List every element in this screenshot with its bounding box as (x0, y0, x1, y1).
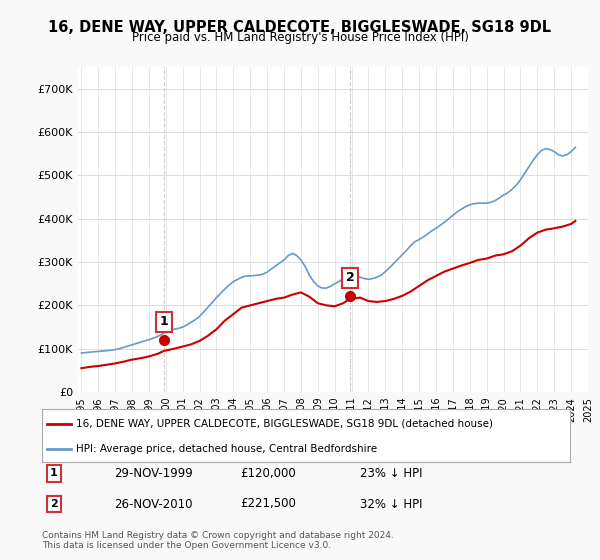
Text: HPI: Average price, detached house, Central Bedfordshire: HPI: Average price, detached house, Cent… (76, 444, 377, 454)
Text: 2: 2 (346, 272, 354, 284)
Text: 26-NOV-2010: 26-NOV-2010 (114, 497, 193, 511)
Text: £221,500: £221,500 (240, 497, 296, 511)
Text: 1: 1 (50, 468, 58, 478)
Text: 29-NOV-1999: 29-NOV-1999 (114, 466, 193, 480)
Text: 1: 1 (160, 315, 169, 328)
Text: 2: 2 (50, 499, 58, 509)
Text: Contains HM Land Registry data © Crown copyright and database right 2024.
This d: Contains HM Land Registry data © Crown c… (42, 530, 394, 550)
Text: 32% ↓ HPI: 32% ↓ HPI (360, 497, 422, 511)
Text: 23% ↓ HPI: 23% ↓ HPI (360, 466, 422, 480)
Text: £120,000: £120,000 (240, 466, 296, 480)
Text: 16, DENE WAY, UPPER CALDECOTE, BIGGLESWADE, SG18 9DL (detached house): 16, DENE WAY, UPPER CALDECOTE, BIGGLESWA… (76, 419, 493, 429)
Text: 16, DENE WAY, UPPER CALDECOTE, BIGGLESWADE, SG18 9DL: 16, DENE WAY, UPPER CALDECOTE, BIGGLESWA… (49, 20, 551, 35)
Text: Price paid vs. HM Land Registry's House Price Index (HPI): Price paid vs. HM Land Registry's House … (131, 31, 469, 44)
